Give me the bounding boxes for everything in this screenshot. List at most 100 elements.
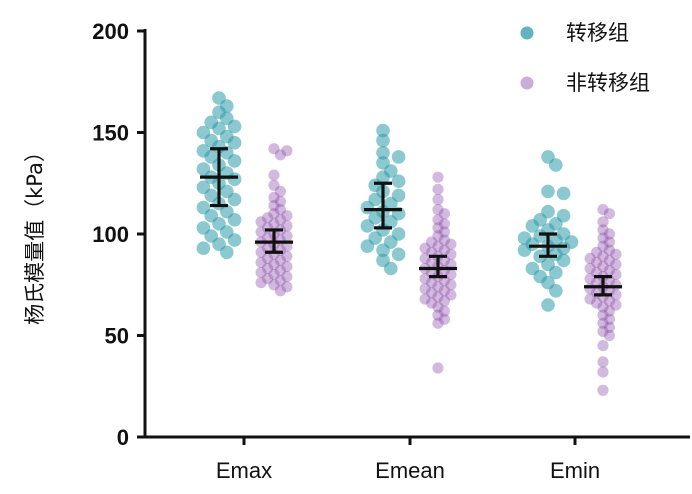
point-non-metastasis-Emax-15 xyxy=(268,218,280,230)
point-non-metastasis-Emax-5 xyxy=(274,185,286,197)
point-non-metastasis-Emax-37 xyxy=(262,262,274,275)
point-non-metastasis-Emin-0 xyxy=(597,204,609,216)
point-non-metastasis-Emean-1 xyxy=(432,183,444,195)
point-non-metastasis-Emax-33 xyxy=(274,254,286,266)
point-non-metastasis-Emean-44 xyxy=(432,309,444,321)
legend: 转移组 非转移组 xyxy=(520,21,650,95)
point-metastasis-Emax-20 xyxy=(227,172,242,186)
point-non-metastasis-Emin-1 xyxy=(603,208,616,220)
y-ticks: 0 50 100 150 200 xyxy=(92,19,145,450)
point-non-metastasis-Emin-13 xyxy=(603,254,616,266)
point-non-metastasis-Emax-45 xyxy=(268,279,280,291)
point-non-metastasis-Emean-31 xyxy=(426,277,438,289)
point-non-metastasis-Emax-44 xyxy=(255,277,267,289)
point-non-metastasis-Emin-36 xyxy=(597,301,609,313)
point-non-metastasis-Emin-30 xyxy=(610,289,622,301)
point-non-metastasis-Emax-6 xyxy=(268,191,280,204)
y-tick-label-200: 200 xyxy=(92,19,129,44)
point-non-metastasis-Emin-46 xyxy=(597,366,609,378)
legend-swatch-metastasis xyxy=(520,26,534,40)
point-non-metastasis-Emax-41 xyxy=(281,271,293,283)
point-non-metastasis-Emin-6 xyxy=(603,236,616,248)
point-non-metastasis-Emin-2 xyxy=(597,216,609,228)
point-non-metastasis-Emax-29 xyxy=(255,246,267,258)
point-non-metastasis-Emean-39 xyxy=(419,293,431,305)
point-non-metastasis-Emax-13 xyxy=(274,214,286,226)
point-non-metastasis-Emean-36 xyxy=(426,287,438,299)
point-metastasis-Emin-3 xyxy=(556,186,571,201)
point-non-metastasis-Emin-40 xyxy=(597,317,609,329)
point-non-metastasis-Emean-32 xyxy=(445,279,457,291)
x-tick-label-Emin: Emin xyxy=(550,458,600,483)
point-metastasis-Emean-27 xyxy=(384,261,398,276)
point-metastasis-Emax-25 xyxy=(227,192,242,207)
point-non-metastasis-Emin-11 xyxy=(597,250,609,262)
point-non-metastasis-Emax-4 xyxy=(268,179,280,191)
point-non-metastasis-Emean-41 xyxy=(426,297,438,309)
point-metastasis-Emin-21 xyxy=(556,253,571,268)
point-non-metastasis-Emin-37 xyxy=(603,305,616,317)
point-non-metastasis-Emean-11 xyxy=(426,236,438,248)
point-non-metastasis-Emin-39 xyxy=(603,313,616,325)
point-non-metastasis-Emin-16 xyxy=(597,260,609,273)
point-non-metastasis-Emax-2 xyxy=(274,149,286,161)
point-non-metastasis-Emax-3 xyxy=(268,169,280,181)
point-non-metastasis-Emin-17 xyxy=(584,262,596,275)
legend-label-non-metastasis: 非转移组 xyxy=(566,71,650,95)
point-non-metastasis-Emean-5 xyxy=(432,214,444,226)
point-non-metastasis-Emin-47 xyxy=(597,384,609,396)
point-metastasis-Emax-37 xyxy=(196,241,211,255)
point-non-metastasis-Emax-46 xyxy=(281,281,293,293)
point-non-metastasis-Emin-5 xyxy=(597,232,609,244)
point-non-metastasis-Emax-8 xyxy=(268,200,280,212)
point-non-metastasis-Emean-33 xyxy=(432,281,444,293)
point-non-metastasis-Emean-34 xyxy=(419,283,431,295)
point-non-metastasis-Emax-21 xyxy=(281,230,293,242)
point-metastasis-Emean-7 xyxy=(391,174,406,188)
point-metastasis-Emean-3 xyxy=(391,150,406,164)
point-metastasis-Emin-27 xyxy=(549,284,563,298)
point-metastasis-Emax-10 xyxy=(227,135,242,150)
point-non-metastasis-Emax-19 xyxy=(255,226,267,238)
point-non-metastasis-Emin-8 xyxy=(603,244,616,256)
point-non-metastasis-Emin-9 xyxy=(591,246,603,258)
point-non-metastasis-Emean-13 xyxy=(432,240,444,252)
x-ticks: Emax Emean Emin xyxy=(216,437,600,483)
point-non-metastasis-Emin-22 xyxy=(584,273,596,285)
point-non-metastasis-Emean-4 xyxy=(438,208,450,220)
point-metastasis-Emean-2 xyxy=(376,146,390,160)
point-non-metastasis-Emean-7 xyxy=(432,222,444,234)
legend-swatch-non-metastasis xyxy=(520,76,534,90)
point-metastasis-Emean-25 xyxy=(391,247,406,262)
y-tick-label-50: 50 xyxy=(105,324,129,349)
point-non-metastasis-Emax-36 xyxy=(281,260,293,273)
point-metastasis-Emin-28 xyxy=(541,298,555,312)
point-non-metastasis-Emean-17 xyxy=(445,248,457,260)
point-non-metastasis-Emean-47 xyxy=(432,362,444,374)
point-metastasis-Emean-1 xyxy=(376,133,390,148)
point-non-metastasis-Emax-47 xyxy=(274,285,286,297)
point-non-metastasis-Emean-27 xyxy=(445,269,457,281)
point-non-metastasis-Emin-34 xyxy=(591,297,603,309)
point-non-metastasis-Emin-18 xyxy=(603,264,616,277)
point-non-metastasis-Emean-10 xyxy=(438,234,450,246)
point-non-metastasis-Emax-42 xyxy=(262,273,274,285)
point-non-metastasis-Emean-19 xyxy=(419,252,431,264)
point-non-metastasis-Emean-15 xyxy=(438,244,450,256)
point-non-metastasis-Emean-46 xyxy=(432,317,444,329)
point-non-metastasis-Emax-1 xyxy=(281,145,293,157)
point-non-metastasis-Emax-43 xyxy=(274,275,286,287)
point-metastasis-Emean-24 xyxy=(376,243,390,257)
point-non-metastasis-Emax-12 xyxy=(262,212,274,224)
y-tick-label-100: 100 xyxy=(92,222,129,247)
point-non-metastasis-Emean-38 xyxy=(432,291,444,303)
legend-label-metastasis: 转移组 xyxy=(566,21,629,45)
point-non-metastasis-Emean-42 xyxy=(432,301,444,313)
point-metastasis-Emin-1 xyxy=(549,158,563,172)
point-non-metastasis-Emean-0 xyxy=(432,171,444,183)
point-non-metastasis-Emin-15 xyxy=(610,258,622,271)
point-non-metastasis-Emean-45 xyxy=(438,313,450,325)
point-non-metastasis-Emax-9 xyxy=(274,204,286,216)
point-metastasis-Emax-5 xyxy=(227,119,242,134)
point-metastasis-Emax-15 xyxy=(227,154,242,168)
